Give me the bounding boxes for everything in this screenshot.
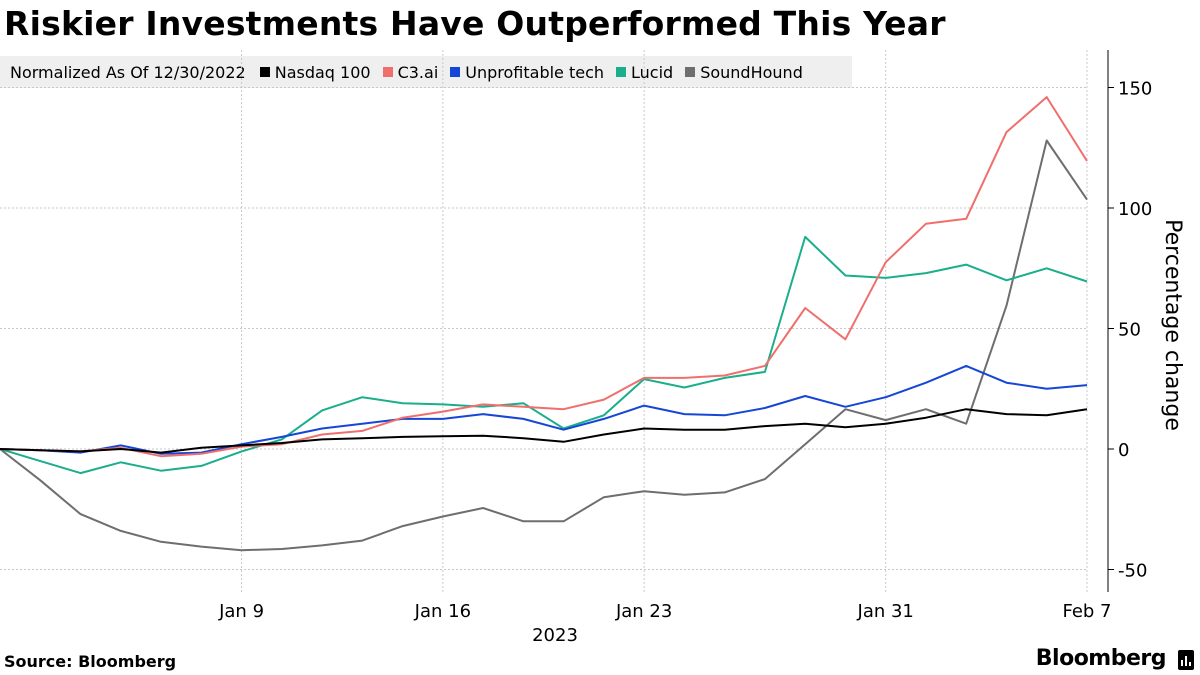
legend-swatch [450, 67, 461, 77]
legend-item-unprofitable-tech: Unprofitable tech [450, 63, 604, 82]
series-line-unprofitable-tech [0, 364, 1088, 455]
chart-title: Riskier Investments Have Outperformed Th… [4, 4, 946, 43]
y-tick-label: 50 [1118, 320, 1141, 341]
x-tick-label: Jan 31 [857, 601, 914, 622]
brand-logo: Bloomberg [1035, 646, 1167, 671]
legend-swatch [616, 67, 627, 77]
gridlines [0, 50, 1088, 592]
x-tick-label: Jan 9 [218, 601, 264, 622]
axis-labels: 2023 Percentage change [532, 219, 1185, 646]
x-tick-label: Feb 7 [1062, 601, 1111, 622]
legend-swatch [685, 67, 696, 77]
series-line-nasdaq-100 [0, 408, 1088, 454]
series-line-lucid [0, 235, 1088, 475]
series-line-c3-ai [0, 96, 1088, 458]
y-tick-label: 0 [1118, 440, 1129, 461]
legend: Normalized As Of 12/30/2022 Nasdaq 100 C… [0, 56, 852, 88]
series-line-soundhound [0, 139, 1088, 552]
legend-swatch [259, 67, 270, 77]
x-tick-label: Jan 23 [615, 601, 672, 622]
legend-item-c3ai: C3.ai [382, 62, 439, 82]
legend-label: C3.ai [397, 62, 439, 82]
source-note: Source: Bloomberg [4, 652, 177, 671]
legend-item-nasdaq: Nasdaq 100 [259, 62, 371, 82]
legend-item-lucid: Lucid [616, 63, 673, 82]
legend-label: Lucid [631, 62, 674, 82]
x-tick-label: Jan 16 [414, 601, 471, 622]
x-axis-label: 2023 [532, 625, 578, 646]
y-tick-label: 150 [1118, 79, 1152, 100]
legend-item-soundhound: SoundHound [685, 63, 803, 82]
series-lines [0, 96, 1088, 552]
legend-swatch [382, 67, 393, 77]
y-tick-label: -50 [1118, 561, 1147, 582]
axes: -50 0 50 100 150 Jan 9 Jan 16 Jan 23 Jan 31 Feb 7 [218, 50, 1152, 622]
legend-label: Unprofitable tech [465, 62, 605, 82]
bloomberg-terminal-icon [1178, 650, 1194, 670]
y-tick-label: 100 [1118, 199, 1152, 220]
legend-label: Nasdaq 100 [274, 62, 371, 82]
legend-note: Normalized As Of 12/30/2022 [10, 62, 246, 82]
y-axis-label: Percentage change [1160, 219, 1185, 431]
legend-label: SoundHound [700, 62, 803, 82]
